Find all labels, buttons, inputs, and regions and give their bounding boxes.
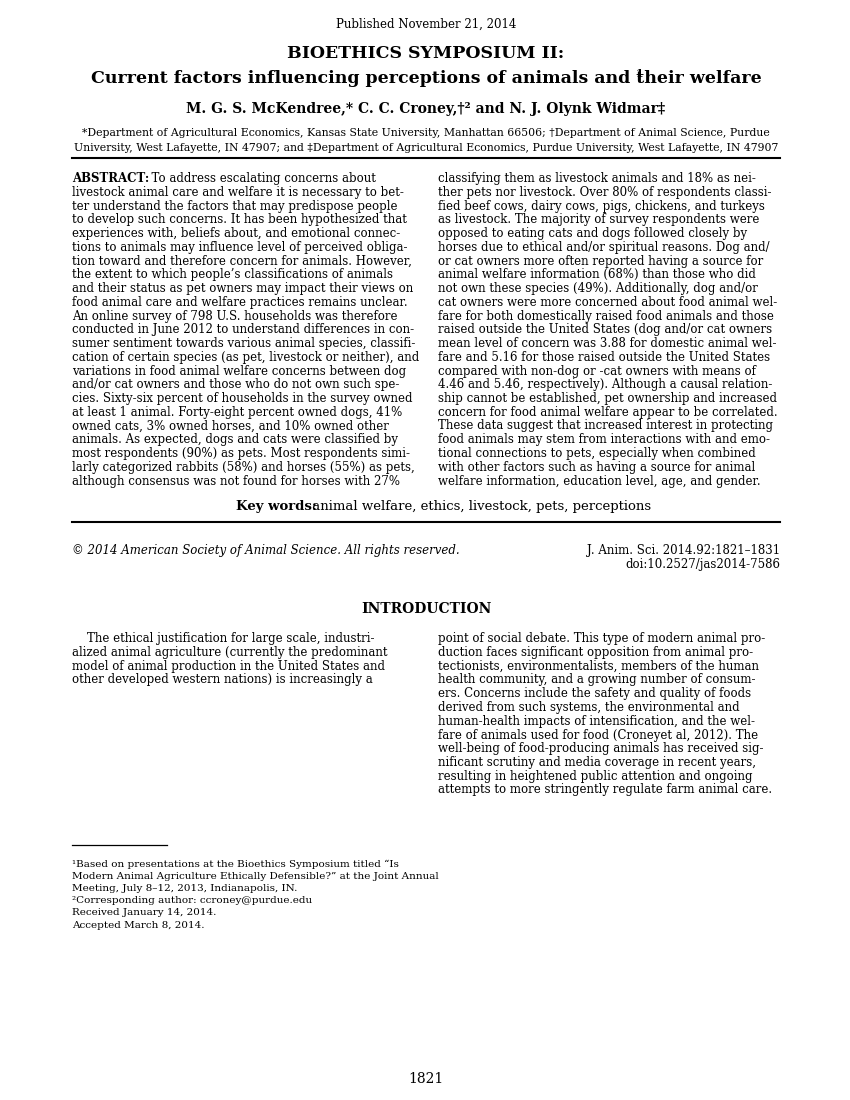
Text: as livestock. The majority of survey respondents were: as livestock. The majority of survey res… — [439, 213, 760, 227]
Text: Current factors influencing perceptions of animals and their welfare: Current factors influencing perceptions … — [91, 70, 762, 87]
Text: food animal care and welfare practices remains unclear.: food animal care and welfare practices r… — [72, 296, 408, 309]
Text: cat owners were more concerned about food animal wel-: cat owners were more concerned about foo… — [439, 296, 778, 309]
Text: most respondents (90%) as pets. Most respondents simi-: most respondents (90%) as pets. Most res… — [72, 447, 410, 460]
Text: point of social debate. This type of modern animal pro-: point of social debate. This type of mod… — [439, 632, 766, 646]
Text: cies. Sixty-six percent of households in the survey owned: cies. Sixty-six percent of households in… — [72, 392, 412, 405]
Text: concern for food animal welfare appear to be correlated.: concern for food animal welfare appear t… — [439, 406, 778, 419]
Text: M. G. S. McKendree,* C. C. Croney,†² and N. J. Olynk Widmar‡: M. G. S. McKendree,* C. C. Croney,†² and… — [186, 102, 666, 116]
Text: to develop such concerns. It has been hypothesized that: to develop such concerns. It has been hy… — [72, 213, 407, 227]
Text: variations in food animal welfare concerns between dog: variations in food animal welfare concer… — [72, 364, 406, 377]
Text: Key words:: Key words: — [236, 500, 317, 514]
Text: well-being of food-producing animals has received sig-: well-being of food-producing animals has… — [439, 742, 764, 756]
Text: To address escalating concerns about: To address escalating concerns about — [144, 172, 376, 185]
Text: animals. As expected, dogs and cats were classified by: animals. As expected, dogs and cats were… — [72, 433, 398, 447]
Text: Published November 21, 2014: Published November 21, 2014 — [336, 18, 516, 31]
Text: classifying them as livestock animals and 18% as nei-: classifying them as livestock animals an… — [439, 172, 756, 185]
Text: fare for both domestically raised food animals and those: fare for both domestically raised food a… — [439, 309, 774, 322]
Text: Received January 14, 2014.: Received January 14, 2014. — [72, 909, 217, 917]
Text: not own these species (49%). Additionally, dog and/or: not own these species (49%). Additionall… — [439, 282, 758, 295]
Text: duction faces significant opposition from animal pro-: duction faces significant opposition fro… — [439, 646, 754, 659]
Text: food animals may stem from interactions with and emo-: food animals may stem from interactions … — [439, 433, 770, 447]
Text: larly categorized rabbits (58%) and horses (55%) as pets,: larly categorized rabbits (58%) and hors… — [72, 461, 415, 474]
Text: and/or cat owners and those who do not own such spe-: and/or cat owners and those who do not o… — [72, 378, 399, 392]
Text: 4.46 and 5.46, respectively). Although a causal relation-: 4.46 and 5.46, respectively). Although a… — [439, 378, 773, 392]
Text: human-health impacts of intensification, and the wel-: human-health impacts of intensification,… — [439, 715, 756, 728]
Text: The ethical justification for large scale, industri-: The ethical justification for large scal… — [72, 632, 375, 646]
Text: tional connections to pets, especially when combined: tional connections to pets, especially w… — [439, 447, 756, 460]
Text: mean level of concern was 3.88 for domestic animal wel-: mean level of concern was 3.88 for domes… — [439, 337, 777, 350]
Text: model of animal production in the United States and: model of animal production in the United… — [72, 660, 385, 673]
Text: tectionists, environmentalists, members of the human: tectionists, environmentalists, members … — [439, 660, 760, 673]
Text: Modern Animal Agriculture Ethically Defensible?” at the Joint Annual: Modern Animal Agriculture Ethically Defe… — [72, 872, 439, 881]
Text: horses due to ethical and/or spiritual reasons. Dog and/: horses due to ethical and/or spiritual r… — [439, 241, 770, 254]
Text: livestock animal care and welfare it is necessary to bet-: livestock animal care and welfare it is … — [72, 186, 404, 199]
Text: ers. Concerns include the safety and quality of foods: ers. Concerns include the safety and qua… — [439, 688, 751, 701]
Text: fied beef cows, dairy cows, pigs, chickens, and turkeys: fied beef cows, dairy cows, pigs, chicke… — [439, 199, 765, 212]
Text: derived from such systems, the environmental and: derived from such systems, the environme… — [439, 701, 740, 714]
Text: fare and 5.16 for those raised outside the United States: fare and 5.16 for those raised outside t… — [439, 351, 771, 364]
Text: cation of certain species (as pet, livestock or neither), and: cation of certain species (as pet, lives… — [72, 351, 419, 364]
Text: compared with non-dog or -cat owners with means of: compared with non-dog or -cat owners wit… — [439, 364, 756, 377]
Text: University, West Lafayette, IN 47907; and ‡Department of Agricultural Economics,: University, West Lafayette, IN 47907; an… — [74, 143, 779, 153]
Text: ther pets nor livestock. Over 80% of respondents classi-: ther pets nor livestock. Over 80% of res… — [439, 186, 772, 199]
Text: health community, and a growing number of consum-: health community, and a growing number o… — [439, 673, 756, 686]
Text: animal welfare, ethics, livestock, pets, perceptions: animal welfare, ethics, livestock, pets,… — [308, 500, 651, 514]
Text: *Department of Agricultural Economics, Kansas State University, Manhattan 66506;: *Department of Agricultural Economics, K… — [82, 128, 770, 138]
Text: attempts to more stringently regulate farm animal care.: attempts to more stringently regulate fa… — [439, 783, 773, 796]
Text: owned cats, 3% owned horses, and 10% owned other: owned cats, 3% owned horses, and 10% own… — [72, 419, 388, 432]
Text: fare of animals used for food (Croneyet al, 2012). The: fare of animals used for food (Croneyet … — [439, 728, 758, 741]
Text: ¹Based on presentations at the Bioethics Symposium titled “Is: ¹Based on presentations at the Bioethics… — [72, 860, 399, 869]
Text: BIOETHICS SYMPOSIUM II:: BIOETHICS SYMPOSIUM II: — [287, 45, 564, 62]
Text: 1: 1 — [636, 68, 643, 79]
Text: resulting in heightened public attention and ongoing: resulting in heightened public attention… — [439, 770, 753, 783]
Text: raised outside the United States (dog and/or cat owners: raised outside the United States (dog an… — [439, 323, 773, 337]
Text: J. Anim. Sci. 2014.92:1821–1831: J. Anim. Sci. 2014.92:1821–1831 — [586, 544, 780, 558]
Text: experiences with, beliefs about, and emotional connec-: experiences with, beliefs about, and emo… — [72, 227, 400, 240]
Text: sumer sentiment towards various animal species, classifi-: sumer sentiment towards various animal s… — [72, 337, 416, 350]
Text: welfare information, education level, age, and gender.: welfare information, education level, ag… — [439, 474, 761, 487]
Text: tions to animals may influence level of perceived obliga-: tions to animals may influence level of … — [72, 241, 407, 254]
Text: These data suggest that increased interest in protecting: These data suggest that increased intere… — [439, 419, 774, 432]
Text: ter understand the factors that may predispose people: ter understand the factors that may pred… — [72, 199, 398, 212]
Text: animal welfare information (68%) than those who did: animal welfare information (68%) than th… — [439, 268, 756, 282]
Text: and their status as pet owners may impact their views on: and their status as pet owners may impac… — [72, 282, 413, 295]
Text: at least 1 animal. Forty-eight percent owned dogs, 41%: at least 1 animal. Forty-eight percent o… — [72, 406, 402, 419]
Text: © 2014 American Society of Animal Science. All rights reserved.: © 2014 American Society of Animal Scienc… — [72, 544, 460, 558]
Text: An online survey of 798 U.S. households was therefore: An online survey of 798 U.S. households … — [72, 309, 398, 322]
Text: or cat owners more often reported having a source for: or cat owners more often reported having… — [439, 254, 764, 267]
Text: INTRODUCTION: INTRODUCTION — [360, 603, 491, 616]
Text: ABSTRACT:: ABSTRACT: — [72, 172, 150, 185]
Text: opposed to eating cats and dogs followed closely by: opposed to eating cats and dogs followed… — [439, 227, 748, 240]
Text: although consensus was not found for horses with 27%: although consensus was not found for hor… — [72, 474, 400, 487]
Text: the extent to which people’s classifications of animals: the extent to which people’s classificat… — [72, 268, 393, 282]
Text: tion toward and therefore concern for animals. However,: tion toward and therefore concern for an… — [72, 254, 412, 267]
Text: conducted in June 2012 to understand differences in con-: conducted in June 2012 to understand dif… — [72, 323, 414, 337]
Text: doi:10.2527/jas2014-7586: doi:10.2527/jas2014-7586 — [625, 558, 780, 571]
Text: Accepted March 8, 2014.: Accepted March 8, 2014. — [72, 921, 205, 929]
Text: nificant scrutiny and media coverage in recent years,: nificant scrutiny and media coverage in … — [439, 756, 756, 769]
Text: ship cannot be established, pet ownership and increased: ship cannot be established, pet ownershi… — [439, 392, 778, 405]
Text: alized animal agriculture (currently the predominant: alized animal agriculture (currently the… — [72, 646, 388, 659]
Text: 1821: 1821 — [408, 1072, 444, 1086]
Text: Meeting, July 8–12, 2013, Indianapolis, IN.: Meeting, July 8–12, 2013, Indianapolis, … — [72, 884, 298, 893]
Text: with other factors such as having a source for animal: with other factors such as having a sour… — [439, 461, 756, 474]
Text: other developed western nations) is increasingly a: other developed western nations) is incr… — [72, 673, 373, 686]
Text: ²Corresponding author: ccroney@purdue.edu: ²Corresponding author: ccroney@purdue.ed… — [72, 896, 312, 905]
